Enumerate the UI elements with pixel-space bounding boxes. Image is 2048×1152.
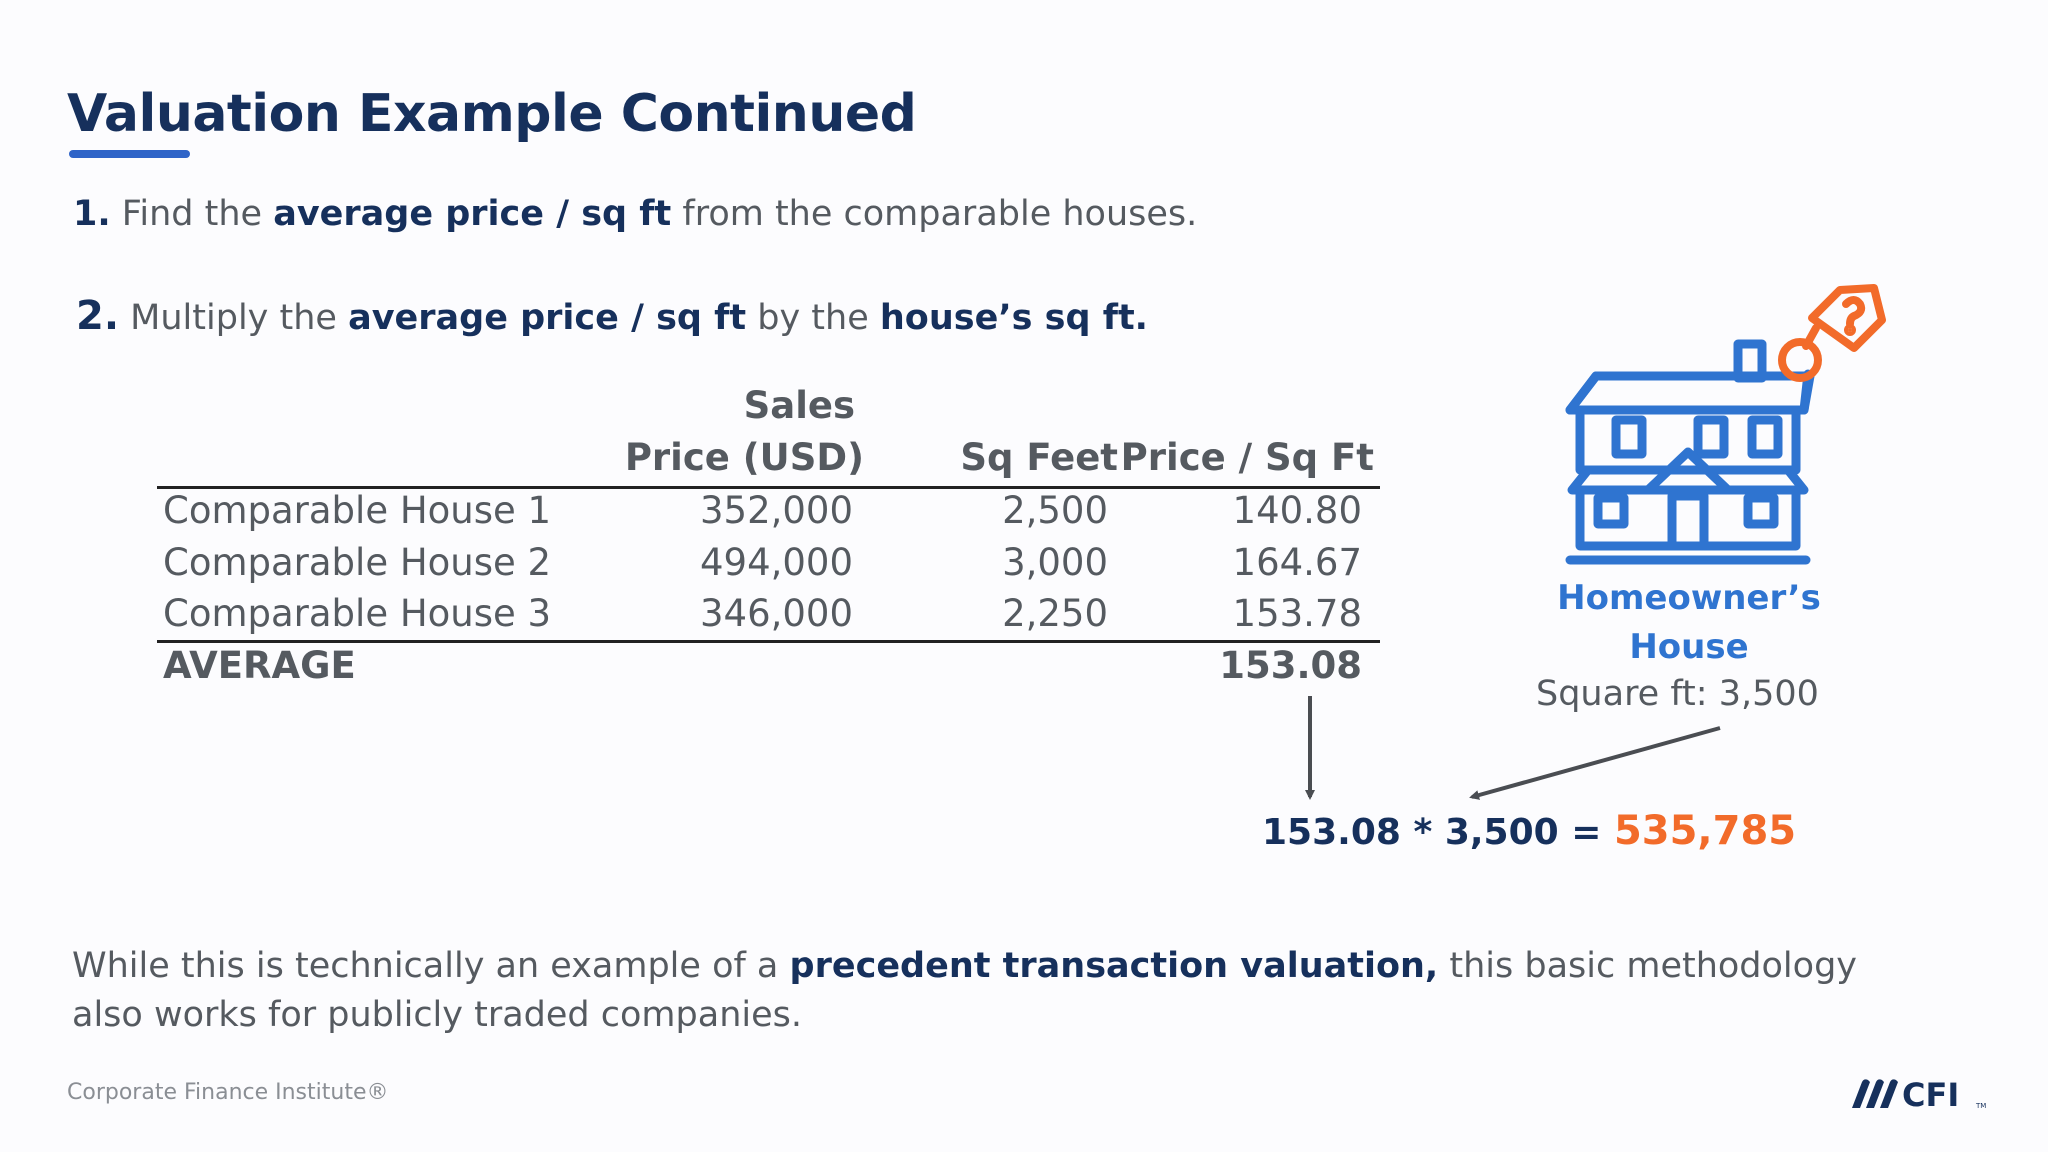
calculation-result: 535,785: [1613, 808, 1797, 854]
title-underline: [69, 150, 190, 158]
footer-note: While this is technically an example of …: [72, 942, 1872, 1040]
header-price: Price (USD): [624, 436, 864, 479]
average-label: AVERAGE: [163, 644, 356, 687]
house-label-line2: House: [1629, 627, 1749, 667]
step-bold: average price / sq ft: [273, 194, 672, 234]
step-bold: house’s sq ft.: [879, 298, 1148, 338]
tag-icon: [1778, 284, 1886, 382]
header-sqft: Sq Feet: [960, 436, 1118, 479]
step-number: 1.: [73, 194, 111, 234]
step-2: 2. Multiply the average price / sq ft by…: [76, 293, 1148, 339]
cfi-logo-tm: TM: [1975, 1102, 1986, 1110]
house-icon: [1565, 339, 1815, 565]
row-1-price: 352,000: [699, 489, 853, 532]
header-sales: Sales: [743, 384, 855, 427]
footer-text: While this is technically an example of …: [72, 946, 779, 986]
step-text: by the: [757, 298, 869, 338]
house-sqft: Square ft: 3,500: [1536, 674, 1819, 714]
cfi-logo-mark: CFI TM: [1852, 1076, 1986, 1114]
diagonal-arrow: [1469, 726, 1721, 800]
house-label-line1: Homeowner’s: [1557, 578, 1821, 618]
row-2-ppsf: 164.67: [1232, 541, 1362, 584]
footer-text: this basic methodology also works for pu…: [72, 946, 1858, 1035]
row-1-ppsf: 140.80: [1232, 489, 1362, 532]
step-text: Find the: [121, 194, 263, 234]
cfi-logo-text: CFI: [1902, 1076, 1959, 1114]
brand-name: Corporate Finance Institute®: [67, 1080, 389, 1105]
cfi-logo: CFI TM: [1850, 1074, 1990, 1118]
average-value: 153.08: [1219, 644, 1362, 687]
row-1-sqft: 2,500: [1002, 489, 1108, 532]
row-3-ppsf: 153.78: [1232, 592, 1362, 635]
step-1: 1. Find the average price / sq ft from t…: [73, 194, 1197, 234]
step-bold: average price / sq ft: [348, 298, 747, 338]
calculation-expression: 153.08 * 3,500 =: [1262, 812, 1602, 853]
row-1-name: Comparable House 1: [163, 489, 552, 532]
row-3-price: 346,000: [699, 592, 853, 635]
table-header-rule: [157, 486, 1380, 489]
step-number: 2.: [76, 293, 120, 339]
row-3-sqft: 2,250: [1002, 592, 1108, 635]
step-text: Multiply the: [130, 298, 337, 338]
row-2-name: Comparable House 2: [163, 541, 552, 584]
row-3-name: Comparable House 3: [163, 592, 552, 635]
header-price-per-sqft: Price / Sq Ft: [1120, 436, 1374, 479]
row-2-sqft: 3,000: [1002, 541, 1108, 584]
table-total-rule: [157, 640, 1380, 643]
calculation: 153.08 * 3,500 = 535,785: [1262, 808, 1796, 854]
footer-bold: precedent transaction valuation,: [789, 946, 1439, 986]
slide-title: Valuation Example Continued: [67, 84, 917, 144]
row-2-price: 494,000: [699, 541, 853, 584]
step-text: from the comparable houses.: [682, 194, 1198, 234]
